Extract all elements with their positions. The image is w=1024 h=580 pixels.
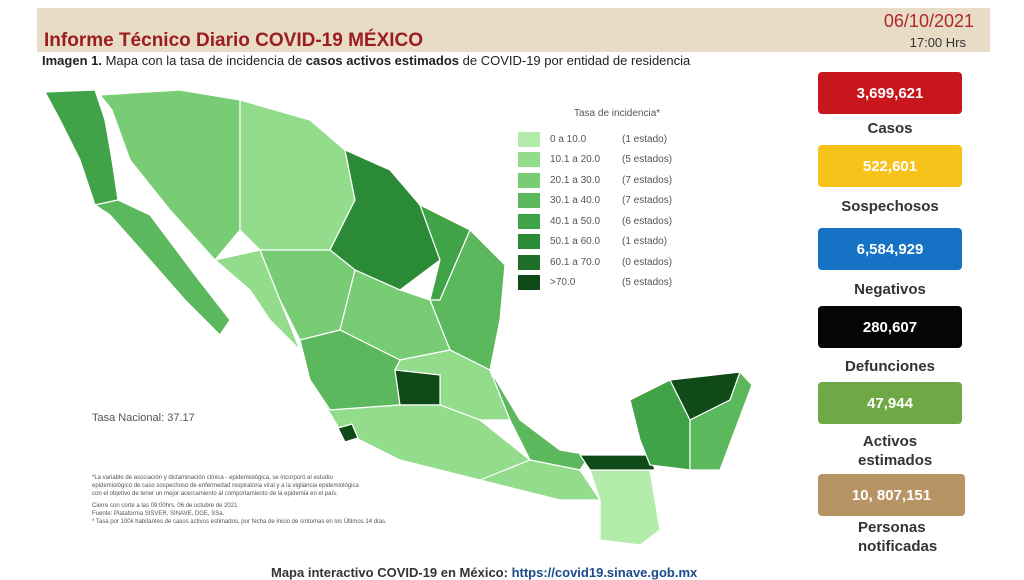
legend-row: 50.1 a 60.0 (1 estado) [518,232,672,253]
stat-label: Sospechosos [841,198,939,215]
legend-row: 20.1 a 30.0 (7 estados) [518,170,672,191]
footer-text: Mapa interactivo COVID-19 en México: [271,565,508,580]
legend-swatch [518,234,540,250]
legend: Tasa de incidencia* 0 a 10.0 (1 estado) 10… [518,108,672,293]
footnote: epidemiológico de caso sospechoso de enf… [92,483,359,489]
state [239,99,356,251]
legend-swatch [518,193,540,209]
stat-value: 522,601 [818,145,962,187]
report-time: 17:00 Hrs [909,35,966,50]
legend-range: 10.1 a 20.0 [550,154,601,166]
state [394,369,441,406]
legend-row: 40.1 a 50.0 (6 estados) [518,211,672,232]
caption-bold: casos activos estimados [305,53,459,68]
legend-row: 60.1 a 70.0 (0 estados) [518,252,672,273]
legend-range: 0 a 10.0 [550,133,587,145]
state [478,459,602,501]
legend-range: >70.0 [550,277,576,289]
legend-count: (0 estados) [622,256,673,268]
legend-count: (1 estado) [622,236,668,248]
legend-range: 50.1 a 60.0 [550,236,601,248]
footnote: con el objetivo de tener un mejor acerca… [92,491,338,497]
legend-range: 60.1 a 70.0 [550,256,601,268]
report-date: 06/10/2021 [883,11,974,31]
state [98,89,241,261]
state [589,469,661,546]
footer: Mapa interactivo COVID-19 en México: htt… [271,565,697,580]
stat-value: 6,584,929 [818,228,962,270]
footnote: Fuente: Plataforma SISVER, SINAVE, DGE, … [92,511,225,517]
legend-swatch [518,152,540,168]
caption: Imagen 1. Mapa con la tasa de incidencia… [42,53,690,68]
legend-count: (7 estados) [622,195,673,207]
legend-row: 0 a 10.0 (1 estado) [518,129,672,150]
legend-swatch [518,172,540,188]
legend-range: 40.1 a 50.0 [550,215,601,227]
legend-swatch [518,131,540,147]
footnotes: *La variable de asociación y dictaminaci… [92,474,387,526]
footnote: *La variable de asociación y dictaminaci… [92,475,333,481]
stat-value: 280,607 [818,306,962,348]
stat-label: Casos [867,120,913,137]
legend-count: (1 estado) [622,133,668,145]
legend-swatch [518,275,540,291]
stat-value: 47,944 [818,382,962,424]
stat-label: Activos estimados [858,433,933,469]
legend-count: (5 estados) [622,277,673,289]
mexico-map [44,89,753,546]
legend-rows: 0 a 10.0 (1 estado) 10.1 a 20.0 (5 estados)… [518,129,672,293]
caption-lead: Imagen 1. [42,53,102,68]
report-title: Informe Técnico Diario COVID-19 MÉXICO [44,30,424,51]
stat-label: Negativos [854,281,926,298]
state [44,89,119,206]
legend-range: 30.1 a 40.0 [550,195,601,207]
caption-text: Mapa con la tasa de incidencia de [105,53,303,68]
footer-link[interactable]: https://covid19.sinave.gob.mx [511,565,698,580]
legend-count: (5 estados) [622,154,673,166]
national-rate: Tasa Nacional: 37.17 [92,412,195,424]
state [689,370,753,471]
state [578,454,656,471]
legend-swatch [518,213,540,229]
legend-range: 20.1 a 30.0 [550,174,601,186]
stat-value: 3,699,621 [818,72,962,114]
legend-row: 10.1 a 20.0 (5 estados) [518,150,672,171]
legend-count: (7 estados) [622,174,673,186]
footnote: Cierre con corte a las 09:00hrs, 06 de o… [92,503,238,509]
legend-row: >70.0 (5 estados) [518,273,672,294]
legend-row: 30.1 a 40.0 (7 estados) [518,191,672,212]
state [337,423,359,443]
caption-text: de COVID-19 por entidad de residencia [462,53,691,68]
legend-title: Tasa de incidencia* [574,108,661,119]
legend-count: (6 estados) [622,215,673,227]
state [93,199,231,336]
stat-label: Personas notificadas [858,519,938,555]
stat-value: 10, 807,151 [818,474,965,516]
header-band [37,8,990,52]
legend-swatch [518,254,540,270]
stat-label: Defunciones [844,358,935,375]
footnote: * Tasa por 100k habitantes de casos acti… [92,519,387,525]
